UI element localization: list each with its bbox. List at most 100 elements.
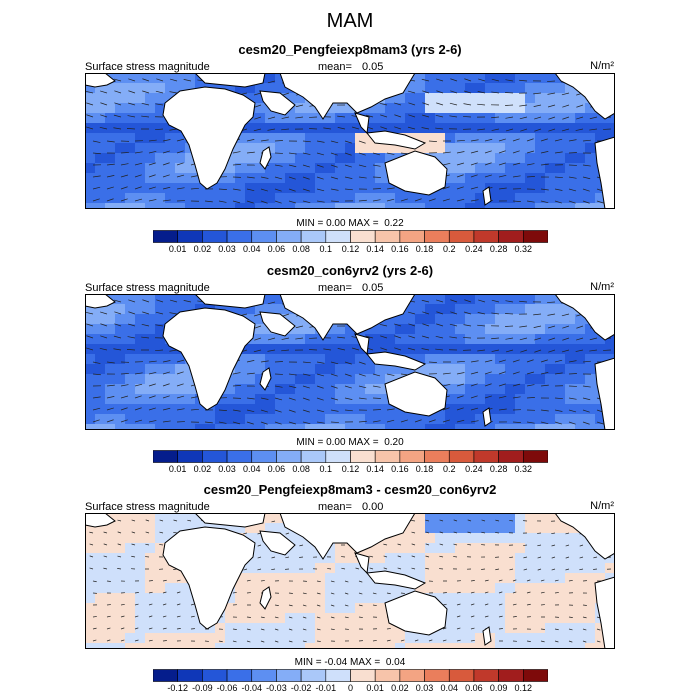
field-cell — [295, 183, 305, 193]
field-cell — [345, 623, 355, 633]
field-cell — [455, 543, 465, 553]
stress-vector — [169, 312, 178, 315]
field-cell — [525, 133, 535, 143]
stress-vector — [92, 152, 101, 155]
field-cell — [205, 404, 215, 414]
stress-vector — [232, 385, 241, 387]
field-cell — [445, 173, 455, 183]
field-cell — [85, 354, 95, 364]
stress-vector — [134, 162, 143, 166]
stress-vector — [288, 604, 293, 607]
field-cell — [465, 294, 475, 304]
field-cell — [425, 83, 435, 93]
field-cell — [125, 643, 135, 649]
field-cell — [275, 364, 285, 374]
stress-vector — [436, 102, 444, 106]
field-cell — [315, 183, 325, 193]
field-cell — [195, 404, 205, 414]
stress-vector — [422, 90, 430, 94]
field-cell — [135, 603, 145, 613]
field-cell — [125, 533, 135, 543]
field-cell — [405, 314, 415, 324]
field-cell — [155, 513, 165, 523]
field-cell — [595, 193, 605, 203]
stress-vector — [456, 151, 465, 154]
field-cell — [495, 153, 505, 163]
field-cell — [545, 133, 555, 143]
field-cell — [225, 304, 235, 314]
stress-vector — [246, 139, 255, 142]
stress-vector — [372, 199, 381, 202]
field-cell — [205, 414, 215, 424]
field-cell — [465, 553, 475, 563]
field-cell — [575, 573, 585, 583]
stress-vector — [435, 335, 444, 339]
field-cell — [375, 344, 385, 354]
stress-vector — [533, 92, 542, 95]
field-cell — [435, 83, 445, 93]
stress-vector — [142, 78, 150, 82]
field-cell — [515, 73, 525, 83]
stress-vector — [408, 323, 416, 327]
stress-vector — [106, 384, 115, 387]
field-cell — [275, 553, 285, 563]
stress-vector — [330, 409, 339, 412]
field-cell — [165, 314, 175, 324]
stress-vector — [470, 383, 478, 387]
field-cell — [355, 193, 365, 203]
field-cell — [255, 424, 265, 430]
field-cell — [565, 163, 575, 173]
stress-vector — [554, 176, 563, 179]
field-cell — [435, 324, 445, 334]
field-cell — [175, 414, 185, 424]
field-cell — [115, 153, 125, 163]
field-cell — [465, 314, 475, 324]
field-cell — [335, 633, 345, 643]
field-cell — [95, 523, 105, 533]
stress-vector — [120, 615, 125, 618]
stress-vector — [253, 349, 262, 353]
field-cell — [445, 513, 455, 523]
field-cell — [255, 354, 265, 364]
units-label: N/m² — [590, 281, 614, 293]
field-cell — [545, 344, 555, 354]
field-cell — [555, 83, 565, 93]
field-cell — [515, 173, 525, 183]
colorbar-swatch — [276, 450, 302, 463]
stress-vector — [330, 140, 339, 144]
stress-vector — [464, 78, 472, 82]
field-cell — [505, 304, 515, 314]
field-cell — [585, 364, 595, 374]
field-cell — [525, 573, 535, 583]
field-cell — [105, 543, 115, 553]
field-cell — [535, 404, 545, 414]
field-cell — [365, 643, 375, 649]
stress-vector — [131, 531, 136, 534]
field-cell — [175, 304, 185, 314]
field-cell — [395, 314, 405, 324]
stress-vector — [232, 164, 241, 166]
field-cell — [125, 304, 135, 314]
field-cell — [495, 623, 505, 633]
stress-vector — [456, 407, 464, 411]
field-cell — [565, 394, 575, 404]
field-cell — [285, 133, 295, 143]
field-cell — [345, 424, 355, 430]
field-cell — [435, 543, 445, 553]
variable-label: Surface stress magnitude — [85, 61, 210, 73]
field-cell — [295, 354, 305, 364]
field-cell — [315, 133, 325, 143]
stress-vector — [288, 640, 293, 643]
field-cell — [135, 533, 145, 543]
colorbar-swatch — [498, 230, 524, 243]
stress-vector — [344, 152, 352, 156]
field-cell — [445, 573, 455, 583]
field-cell — [145, 294, 155, 304]
field-cell — [135, 123, 145, 133]
field-cell — [275, 513, 285, 523]
field-cell — [245, 153, 255, 163]
field-cell — [555, 523, 565, 533]
field-cell — [245, 83, 255, 93]
stress-vector — [397, 543, 402, 546]
colorbar-tick-label: -0.06 — [216, 683, 238, 693]
